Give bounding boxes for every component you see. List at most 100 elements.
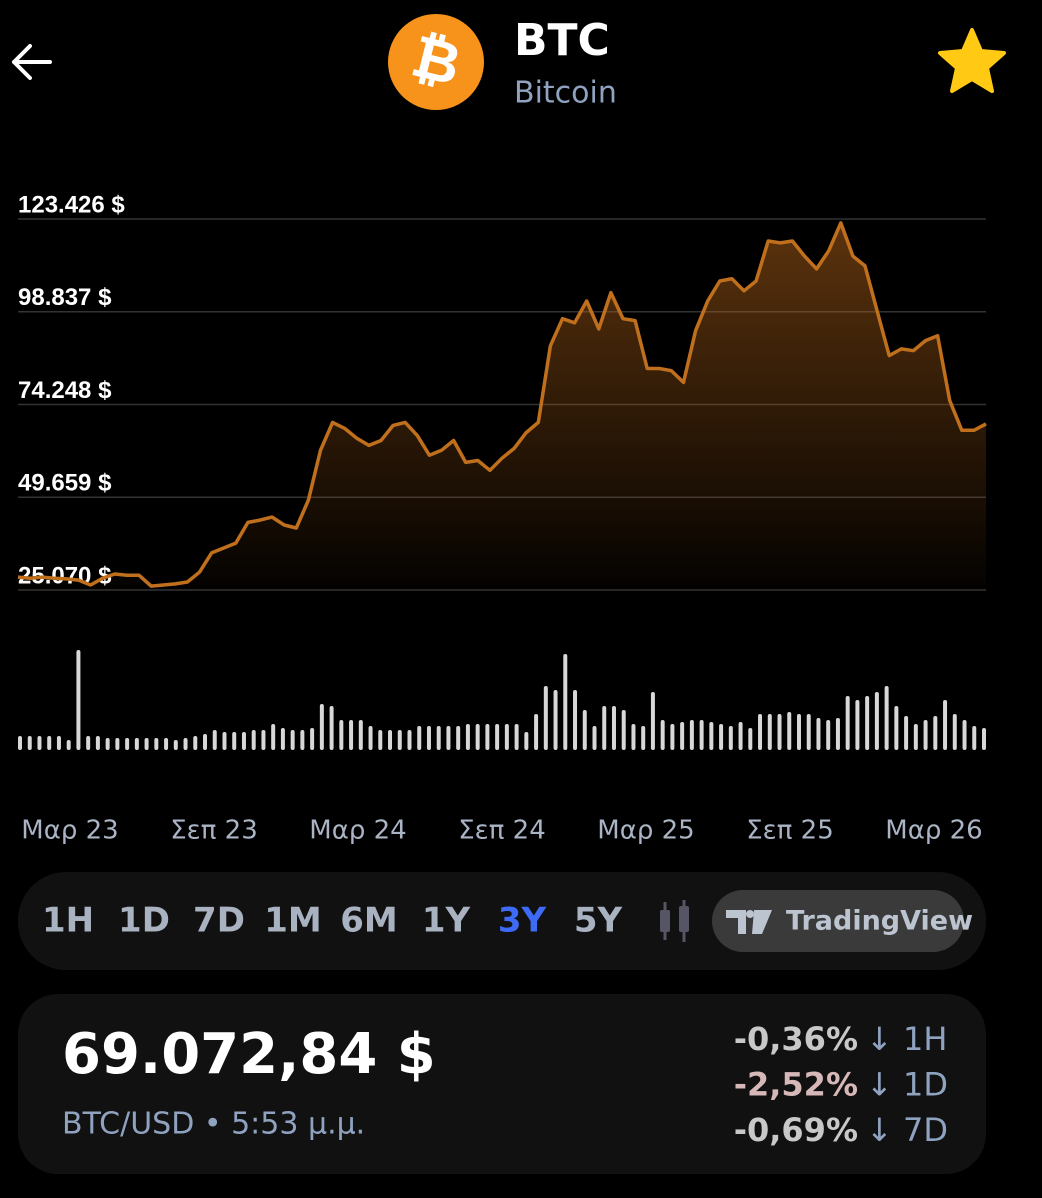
price-panel (18, 994, 986, 1174)
volume-bar (310, 728, 315, 750)
volume-bar (115, 738, 120, 750)
volume-bar (358, 720, 363, 750)
volume-bar (436, 726, 441, 750)
volume-bar (271, 724, 276, 750)
change-pct: -0,36% (734, 1020, 858, 1058)
volume-bar (426, 726, 431, 750)
volume-bar (125, 738, 130, 750)
y-tick-label: 49.659 $ (18, 470, 112, 497)
volume-bar (933, 716, 938, 750)
volume-bar (719, 724, 724, 750)
volume-bar (952, 714, 957, 750)
volume-bar (874, 692, 879, 750)
coin-logo: ₿ (388, 14, 484, 110)
volume-bar (650, 692, 655, 750)
volume-bar (18, 736, 22, 750)
x-tick-label: Σεπ 24 (458, 816, 545, 846)
volume-bar (923, 720, 928, 750)
volume-bar (582, 710, 587, 750)
volume-bar (183, 738, 188, 750)
volume-bar (203, 734, 208, 750)
x-tick-label: Μαρ 26 (885, 816, 982, 846)
volume-bar (319, 704, 324, 750)
price-chart: 123.426 $98.837 $74.248 $49.659 $25.070 … (17, 191, 987, 591)
range-button[interactable]: 5Y (574, 901, 623, 941)
volume-bar (456, 726, 461, 750)
volume-bar (962, 720, 967, 750)
y-tick-label: 123.426 $ (18, 191, 125, 218)
range-button[interactable]: 1Y (422, 901, 471, 941)
volume-bar (602, 706, 607, 750)
x-tick-label: Σεπ 25 (746, 816, 833, 846)
volume-bar (689, 720, 694, 750)
volume-bar (816, 718, 821, 750)
volume-bar (154, 738, 159, 750)
volume-bar (212, 730, 217, 750)
volume-bar (37, 736, 42, 750)
volume-bar (241, 732, 246, 750)
volume-bar (485, 724, 490, 750)
change-period: ↓ 7D (866, 1111, 948, 1149)
volume-bar (835, 718, 840, 750)
range-button[interactable]: 3Y (498, 901, 547, 941)
volume-bar (728, 726, 733, 750)
x-tick-label: Μαρ 24 (309, 816, 406, 846)
range-button[interactable]: 6M (340, 901, 398, 941)
volume-bar (913, 724, 918, 750)
change-period: ↓ 1H (866, 1020, 947, 1058)
volume-bar (943, 700, 948, 750)
volume-bar (134, 738, 139, 750)
volume-bar (641, 726, 646, 750)
range-buttons: 1H 1D 7D 1M 6M 1Y 3Y 5Y (42, 901, 623, 941)
volume-bar (534, 714, 539, 750)
volume-bar (796, 714, 801, 750)
price-line (17, 221, 987, 588)
x-tick-label: Σεπ 23 (170, 816, 257, 846)
volume-bar (407, 730, 412, 750)
volume-bar (573, 690, 578, 750)
volume-bar (611, 706, 616, 750)
volume-bar (660, 720, 665, 750)
volume-bar (865, 696, 870, 750)
volume-bar (748, 728, 753, 750)
volume-bar (621, 710, 626, 750)
volume-bar (787, 712, 792, 750)
volume-bar (261, 730, 266, 750)
volume-bar (27, 736, 32, 750)
volume-bar (329, 706, 334, 750)
area-fill (18, 222, 986, 590)
volume-bar (164, 738, 169, 750)
volume-bar (592, 726, 597, 750)
range-button[interactable]: 1M (264, 901, 322, 941)
volume-bar (670, 724, 675, 750)
volume-bar (368, 726, 373, 750)
volume-bar (417, 726, 422, 750)
volume-bar (631, 724, 636, 750)
x-tick-label: Μαρ 23 (21, 816, 118, 846)
tradingview-button[interactable]: TradingView (712, 890, 973, 952)
volume-bar (349, 720, 354, 750)
volume-bar (56, 736, 61, 750)
candle-toggle[interactable] (660, 900, 689, 942)
range-button[interactable]: 7D (193, 901, 245, 941)
volume-bar (446, 726, 451, 750)
volume-bar (699, 720, 704, 750)
y-tick-label: 74.248 $ (18, 377, 112, 404)
volume-bar (95, 736, 100, 750)
favorite-star[interactable] (938, 28, 1006, 93)
volume-chart (18, 650, 986, 750)
volume-bar (845, 696, 850, 750)
volume-bar (475, 724, 480, 750)
change-pct: -0,69% (734, 1111, 858, 1149)
coin-name: Bitcoin (514, 76, 617, 111)
back-button[interactable] (12, 44, 52, 80)
volume-bar (982, 728, 986, 750)
volume-bar (767, 714, 772, 750)
volume-bar (251, 730, 256, 750)
range-button[interactable]: 1D (118, 901, 170, 941)
x-axis: Μαρ 23 Σεπ 23 Μαρ 24 Σεπ 24 Μαρ 25 Σεπ 25 Μαρ … (21, 816, 982, 846)
volume-bar (524, 732, 529, 750)
volume-bar (465, 724, 470, 750)
range-button[interactable]: 1H (42, 901, 94, 941)
